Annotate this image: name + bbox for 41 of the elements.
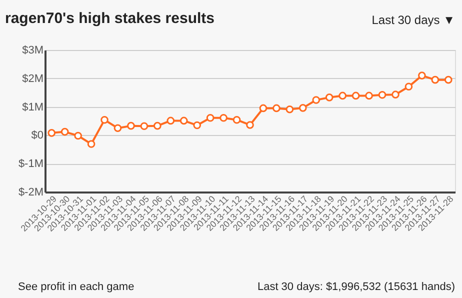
point: [259, 104, 268, 112]
y-tick-label: $2M: [22, 72, 44, 85]
y-tick-label: $3M: [22, 44, 44, 56]
point: [154, 122, 162, 130]
point: [232, 116, 241, 124]
point: [127, 122, 135, 130]
text: See profit in each game: [18, 281, 134, 293]
point: [431, 76, 440, 84]
point: [74, 132, 82, 140]
point: [193, 121, 202, 130]
point: [365, 92, 373, 100]
point: [166, 116, 175, 125]
point: [87, 140, 96, 148]
point: [246, 121, 254, 129]
y-tick-label: $0: [31, 130, 44, 142]
point: [444, 76, 452, 84]
point: [272, 104, 280, 112]
point: [418, 72, 426, 80]
point: [378, 90, 386, 99]
point: [404, 82, 413, 91]
point: [60, 128, 69, 136]
y-tick-label: $-2M: [18, 186, 44, 198]
point: [220, 114, 228, 122]
y-tick-label: $-1M: [18, 158, 44, 170]
point: [114, 124, 122, 132]
point: [100, 116, 108, 124]
point: [338, 92, 346, 100]
chart-title: ragen70's high stakes results: [5, 10, 214, 27]
point: [140, 122, 148, 130]
point: [298, 104, 307, 112]
text: Last 30 days: $1,996,532 (15631 hands): [257, 281, 455, 293]
text: Last 30 days ▼: [372, 13, 455, 27]
point: [392, 90, 400, 98]
point: [286, 105, 294, 114]
point: [180, 116, 188, 125]
point: [312, 96, 320, 104]
point: [206, 114, 214, 122]
y-tick-label: $1M: [22, 101, 44, 114]
point: [352, 92, 360, 100]
point: [48, 129, 56, 137]
point: [325, 94, 334, 102]
